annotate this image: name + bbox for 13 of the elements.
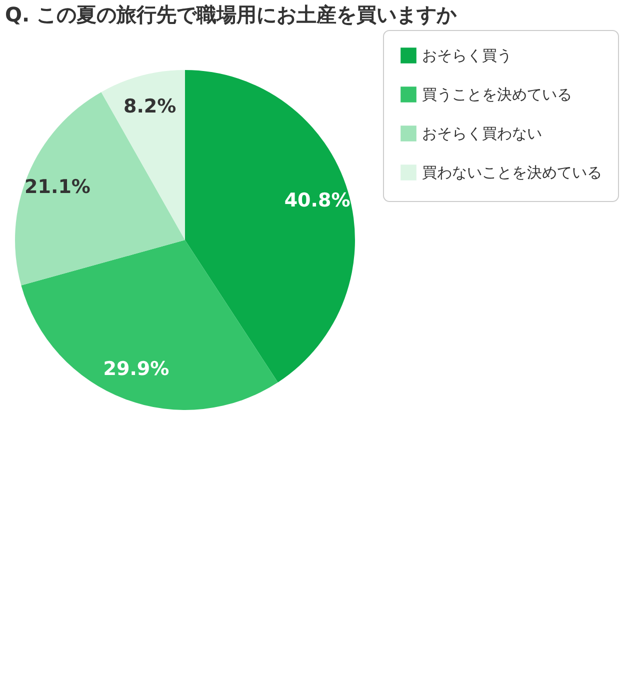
- legend-label: 買わないことを決めている: [422, 164, 602, 182]
- data-label: 21.1%: [24, 176, 90, 198]
- pie-slice: [185, 70, 355, 382]
- data-label: 29.9%: [103, 358, 170, 380]
- chart-title: Q. この夏の旅行先で職場用にお土産を買いますか: [5, 2, 458, 26]
- legend-label: おそらく買う: [422, 46, 512, 64]
- legend-label: 買うことを決めている: [422, 86, 572, 104]
- data-label: 8.2%: [123, 96, 176, 118]
- legend-label: おそらく買わない: [422, 124, 542, 142]
- pie-slice: [101, 70, 185, 240]
- data-label: 40.8%: [284, 190, 350, 212]
- pie-slice: [15, 92, 185, 286]
- pie-slice: [21, 240, 278, 410]
